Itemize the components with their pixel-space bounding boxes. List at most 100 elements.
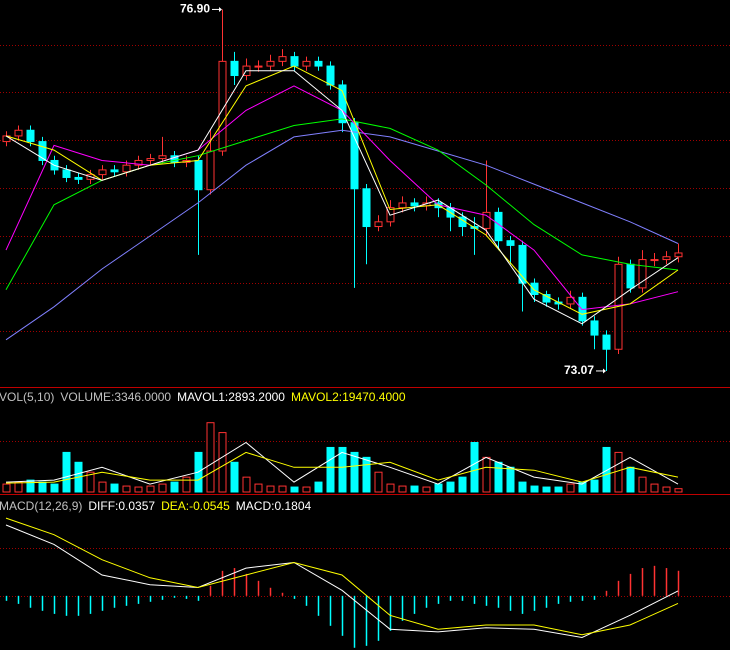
volume-bar — [362, 456, 371, 493]
volume-bar — [14, 481, 23, 493]
candle-body — [290, 56, 299, 67]
candle-body — [158, 155, 167, 160]
candle-body — [314, 60, 323, 67]
candle-body — [674, 252, 683, 258]
candle-body — [482, 211, 491, 229]
extreme-arrow-head — [603, 368, 606, 374]
candle-body — [302, 60, 311, 67]
volume-bar — [542, 486, 551, 493]
volume-bar — [446, 481, 455, 493]
volume-bar — [662, 486, 671, 493]
volume-bar — [350, 451, 359, 493]
header-item: MAVOL2:19470.4000 — [291, 390, 406, 404]
volume-bar — [278, 485, 287, 493]
volume-bar — [2, 483, 11, 493]
candle-body — [146, 158, 155, 161]
volume-bar — [602, 446, 611, 493]
volume-bar — [638, 476, 647, 493]
volume-bar — [566, 483, 575, 493]
volume-bar — [146, 485, 155, 493]
volume-bar — [518, 481, 527, 493]
indicator-line — [5, 118, 679, 291]
volume-bar — [242, 476, 251, 493]
volume-bar — [590, 479, 599, 493]
candle-body — [506, 240, 515, 246]
header-item: VOL(5,10) — [0, 390, 54, 404]
volume-bar — [614, 451, 623, 493]
volume-bar — [170, 481, 179, 493]
volume-bar — [506, 466, 515, 493]
volume-bar — [218, 432, 227, 493]
volume-bar — [626, 466, 635, 493]
candle-body — [206, 150, 215, 191]
candle-body — [278, 56, 287, 62]
candle-body — [266, 60, 275, 67]
volume-bar — [338, 446, 347, 493]
indicator-line — [5, 451, 679, 484]
candle-body — [134, 159, 143, 166]
volume-bar — [314, 481, 323, 493]
candle-body — [254, 65, 263, 68]
header-item: MACD:0.1804 — [236, 499, 312, 513]
volume-bar — [398, 485, 407, 493]
volume-bar — [290, 486, 299, 493]
extreme-arrow-head — [219, 6, 222, 12]
volume-bar — [98, 481, 107, 493]
header-item: VOLUME:3346.0000 — [60, 390, 171, 404]
indicator-line — [5, 517, 679, 636]
candle-body — [74, 176, 83, 180]
volume-bar — [470, 442, 479, 493]
candle-body — [122, 164, 131, 173]
candle-body — [62, 169, 71, 178]
indicator-line — [5, 129, 679, 341]
volume-bar — [86, 471, 95, 493]
volume-bar — [530, 485, 539, 493]
volume-bar — [554, 486, 563, 493]
candle-body — [566, 296, 575, 305]
candle-body — [602, 334, 611, 350]
candle-body — [338, 84, 347, 124]
volume-bar — [134, 486, 143, 493]
volume-bar — [374, 471, 383, 493]
volume-bar — [254, 483, 263, 493]
volume-bar — [410, 485, 419, 493]
volume-bar — [650, 483, 659, 493]
volume-bar — [230, 461, 239, 493]
extreme-label: 73.07 — [564, 363, 594, 377]
header-item: DIFF:0.0357 — [88, 499, 155, 513]
candle-body — [110, 169, 119, 173]
candle-body — [230, 60, 239, 77]
header-item: DEA:-0.0545 — [161, 499, 230, 513]
indicator-line — [5, 441, 679, 485]
candle-body — [662, 256, 671, 261]
panel-header: VOL(5,10) VOLUME:3346.0000 MAVOL1:2893.200… — [0, 390, 406, 404]
extreme-label: 76.90 — [180, 2, 210, 16]
candle-body — [26, 129, 35, 143]
volume-bar — [434, 483, 443, 493]
candle-body — [638, 259, 647, 289]
volume-bar — [50, 483, 59, 493]
candle-body — [626, 263, 635, 289]
volume-bar — [26, 479, 35, 493]
volume-bar — [302, 486, 311, 493]
volume-bar — [110, 483, 119, 493]
candle-body — [362, 188, 371, 228]
candle-body — [458, 216, 467, 228]
candle-body — [410, 202, 419, 207]
candle-body — [218, 60, 227, 152]
panel-header: MACD(12,26,9) DIFF:0.0357 DEA:-0.0545 MACD:… — [0, 499, 311, 513]
volume-bar — [482, 456, 491, 493]
volume-bar — [206, 422, 215, 493]
candle-body — [530, 282, 539, 295]
volume-bar — [158, 483, 167, 493]
candle-body — [326, 65, 335, 86]
candle-body — [590, 320, 599, 336]
candle-body — [374, 221, 383, 228]
volume-bar — [422, 486, 431, 493]
volume-bar — [62, 451, 71, 493]
candle-body — [194, 159, 203, 191]
volume-bar — [122, 485, 131, 493]
candle-body — [650, 259, 659, 262]
